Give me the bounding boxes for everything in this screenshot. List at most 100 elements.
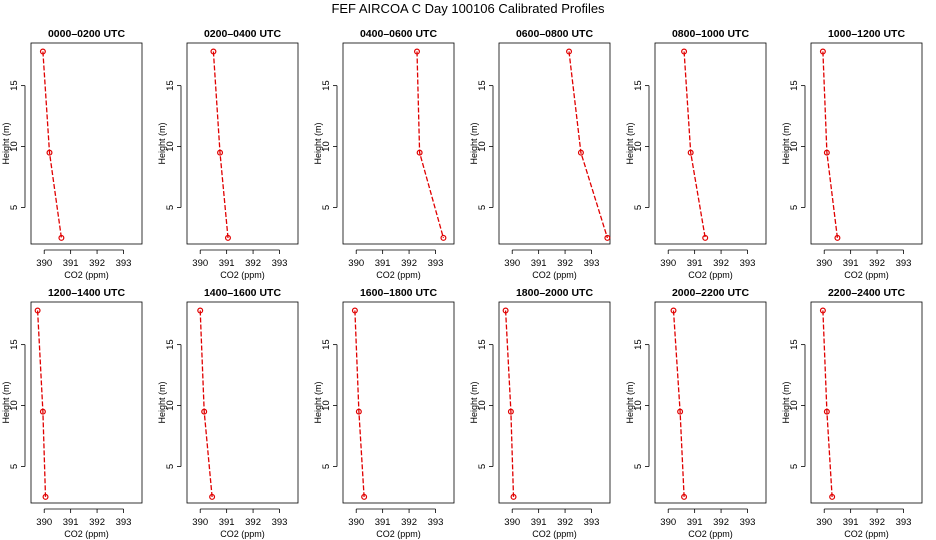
x-tick-label: 392 xyxy=(89,517,105,528)
x-tick-label: 391 xyxy=(687,517,703,528)
plot-frame xyxy=(30,42,143,245)
x-axis-label: CO2 (ppm) xyxy=(844,529,889,539)
y-tick-label: 10 xyxy=(321,400,332,411)
data-point xyxy=(42,493,49,500)
x-tick-label: 390 xyxy=(816,517,832,528)
profile-panel: 0200–0400 UTC 390 391 392 393 CO2 (ppm) 5 10 15 H… xyxy=(157,28,299,280)
y-tick-label: 5 xyxy=(165,205,176,210)
co2-profile-line xyxy=(822,310,833,497)
x-tick-label: 391 xyxy=(843,258,859,269)
data-point xyxy=(361,493,368,500)
y-tick-label: 5 xyxy=(633,205,644,210)
profile-panel: 1200–1400 UTC 390 391 392 393 CO2 (ppm) 5 10 15 H… xyxy=(1,287,143,539)
profile-panel: 2200–2400 UTC 390 391 392 393 CO2 (ppm) 5 10 15 H… xyxy=(781,287,923,539)
x-axis-label: CO2 (ppm) xyxy=(376,270,421,280)
figure-title: FEF AIRCOA C Day 100106 Calibrated Profi… xyxy=(331,1,605,16)
panel-title: 0000–0200 UTC xyxy=(48,28,125,40)
y-axis-label: Height (m) xyxy=(313,122,323,164)
y-axis-label: Height (m) xyxy=(781,122,791,164)
data-point xyxy=(416,149,423,156)
data-point xyxy=(507,408,514,415)
y-tick-label: 10 xyxy=(789,141,800,152)
data-point xyxy=(566,48,573,55)
x-tick-label: 391 xyxy=(375,258,391,269)
x-tick-label: 390 xyxy=(504,517,520,528)
data-point xyxy=(197,307,204,314)
y-tick-label: 10 xyxy=(165,400,176,411)
y-tick-label: 15 xyxy=(165,80,176,91)
y-tick-label: 15 xyxy=(633,339,644,350)
x-tick-label: 391 xyxy=(63,258,79,269)
co2-profile-line xyxy=(212,51,229,238)
data-point xyxy=(210,48,217,55)
y-tick-label: 15 xyxy=(321,339,332,350)
x-tick-label: 391 xyxy=(687,258,703,269)
panel-grid: 0000–0200 UTC 390 391 392 393 CO2 (ppm) 5 10 15 H… xyxy=(1,28,923,539)
x-tick-label: 393 xyxy=(740,517,756,528)
y-tick-label: 5 xyxy=(165,464,176,469)
y-axis-label: Height (m) xyxy=(469,122,479,164)
x-axis-label: CO2 (ppm) xyxy=(688,270,733,280)
y-tick-label: 5 xyxy=(477,464,488,469)
x-tick-label: 392 xyxy=(401,517,417,528)
y-tick-label: 5 xyxy=(477,205,488,210)
data-point xyxy=(670,307,677,314)
data-point xyxy=(224,234,231,241)
x-axis-label: CO2 (ppm) xyxy=(64,270,109,280)
y-tick-label: 15 xyxy=(633,80,644,91)
co2-profile-line xyxy=(672,310,685,497)
data-point xyxy=(39,48,46,55)
plot-frame xyxy=(186,301,299,504)
y-axis-label: Height (m) xyxy=(157,381,167,423)
y-tick-label: 10 xyxy=(633,400,644,411)
x-tick-label: 390 xyxy=(192,517,208,528)
y-tick-label: 10 xyxy=(789,400,800,411)
x-tick-label: 393 xyxy=(584,258,600,269)
profile-panel: 0800–1000 UTC 390 391 392 393 CO2 (ppm) 5 10 15 H… xyxy=(625,28,767,280)
data-point xyxy=(39,408,46,415)
y-tick-label: 15 xyxy=(789,80,800,91)
panel-title: 0800–1000 UTC xyxy=(672,28,749,40)
co2-profile-line xyxy=(36,310,47,497)
x-tick-label: 392 xyxy=(89,258,105,269)
x-tick-label: 391 xyxy=(63,517,79,528)
y-tick-label: 5 xyxy=(321,464,332,469)
data-point xyxy=(351,307,358,314)
profile-panel: 0600–0800 UTC 390 391 392 393 CO2 (ppm) 5 10 15 H… xyxy=(469,28,611,280)
x-tick-label: 392 xyxy=(557,517,573,528)
data-point xyxy=(34,307,41,314)
y-tick-label: 5 xyxy=(633,464,644,469)
x-tick-label: 390 xyxy=(36,517,52,528)
x-tick-label: 391 xyxy=(219,258,235,269)
x-tick-label: 393 xyxy=(584,517,600,528)
plot-frame xyxy=(810,42,923,245)
x-tick-label: 392 xyxy=(245,258,261,269)
co2-profile-line xyxy=(199,310,213,497)
y-tick-label: 5 xyxy=(9,464,20,469)
y-tick-label: 15 xyxy=(789,339,800,350)
profile-panel: 1400–1600 UTC 390 391 392 393 CO2 (ppm) 5 10 15 H… xyxy=(157,287,299,539)
y-axis-label: Height (m) xyxy=(781,381,791,423)
plot-frame xyxy=(342,42,455,245)
data-point xyxy=(681,48,688,55)
co2-profile-line xyxy=(416,51,445,239)
panel-title: 1800–2000 UTC xyxy=(516,287,593,299)
x-tick-label: 392 xyxy=(713,258,729,269)
co2-profile-line xyxy=(822,51,839,238)
plot-frame xyxy=(810,301,923,504)
x-tick-label: 393 xyxy=(116,258,132,269)
x-axis-label: CO2 (ppm) xyxy=(532,270,577,280)
y-tick-label: 10 xyxy=(477,400,488,411)
data-point xyxy=(681,493,688,500)
y-tick-label: 15 xyxy=(9,339,20,350)
profile-panel: 1800–2000 UTC 390 391 392 393 CO2 (ppm) 5 10 15 H… xyxy=(469,287,611,539)
x-tick-label: 390 xyxy=(348,517,364,528)
x-tick-label: 390 xyxy=(348,258,364,269)
panel-title: 2000–2200 UTC xyxy=(672,287,749,299)
x-axis-label: CO2 (ppm) xyxy=(220,529,265,539)
data-point xyxy=(217,149,224,156)
x-axis-label: CO2 (ppm) xyxy=(844,270,889,280)
panel-title: 1400–1600 UTC xyxy=(204,287,281,299)
y-axis-label: Height (m) xyxy=(1,381,11,423)
data-point xyxy=(687,149,694,156)
